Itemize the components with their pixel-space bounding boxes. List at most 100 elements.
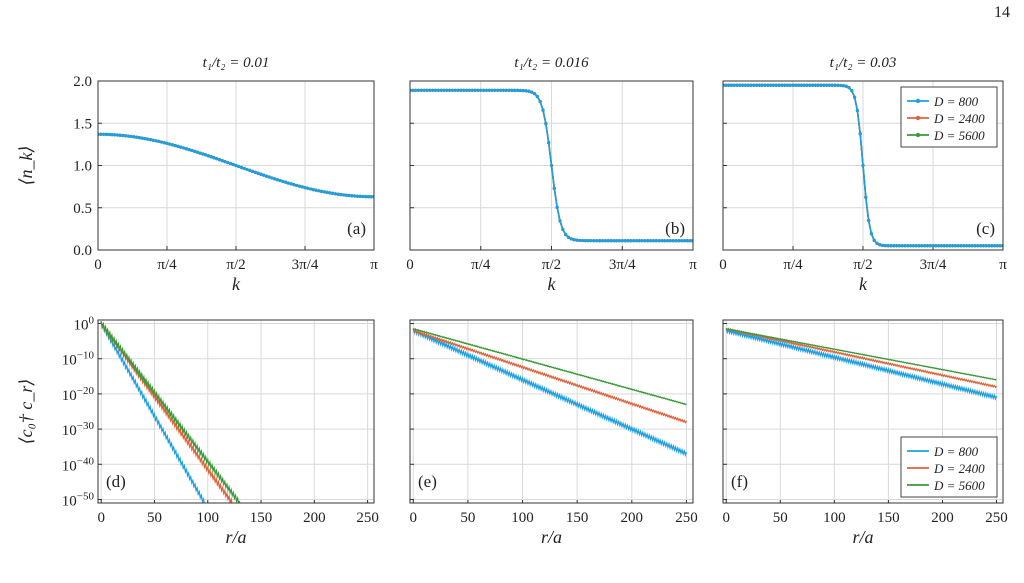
data-point (231, 162, 235, 167)
data-point (881, 243, 885, 247)
data-point (674, 239, 678, 243)
data-point (303, 186, 307, 190)
series-markers-1 (98, 132, 374, 199)
data-point (162, 141, 166, 145)
data-point (115, 133, 119, 137)
data-point (510, 88, 514, 92)
x-tick-label: 0 (406, 257, 414, 273)
data-point (677, 239, 681, 243)
data-point (671, 239, 675, 243)
data-point (928, 244, 932, 248)
data-point (99, 132, 103, 136)
data-point (308, 187, 313, 191)
data-point (322, 190, 326, 194)
data-point (206, 154, 211, 158)
x-axis-label: r/a (852, 527, 873, 547)
data-point (541, 108, 545, 112)
data-point (253, 170, 257, 174)
data-point (640, 239, 644, 243)
x-tick-label: 50 (147, 510, 162, 526)
panel-label: (e) (418, 472, 437, 491)
x-tick-label: 100 (511, 510, 534, 526)
data-point (411, 88, 415, 92)
panel-c: 0 π/4 π/2 3π/4 π t₁/t₂ = 0.03 (c) k D = 800 D = 2… (719, 55, 1007, 294)
data-point (110, 133, 114, 137)
data-point (777, 83, 781, 87)
plot-area (100, 321, 241, 503)
data-point (785, 83, 790, 87)
data-point (530, 90, 534, 94)
data-point (544, 122, 548, 126)
data-point (903, 244, 907, 248)
data-point (783, 83, 787, 87)
data-point (646, 239, 650, 243)
data-point (481, 88, 486, 92)
x-tick-label: 200 (303, 510, 326, 526)
data-point (872, 238, 876, 242)
data-point (140, 136, 144, 140)
data-point (976, 244, 980, 248)
data-point (524, 89, 528, 93)
data-point (129, 134, 133, 139)
data-point (184, 147, 188, 151)
data-point (498, 88, 503, 92)
data-point (993, 244, 997, 248)
data-point (195, 150, 199, 154)
x-tick-label: π (689, 257, 697, 273)
x-tick-label: 0 (410, 510, 418, 526)
data-point (665, 239, 670, 243)
data-point (364, 195, 368, 199)
data-point (436, 88, 440, 92)
data-point (581, 238, 585, 243)
data-point (909, 244, 913, 248)
data-point (850, 89, 854, 93)
data-point (617, 239, 622, 243)
y-tick-label: 1.0 (73, 159, 92, 175)
legend-label-3: D = 5600 (933, 128, 985, 143)
data-point (663, 239, 667, 243)
data-point (743, 83, 748, 87)
x-tick-label: 0 (719, 257, 727, 273)
data-point (151, 138, 155, 142)
data-point (612, 239, 616, 243)
data-point (755, 83, 759, 87)
data-point (965, 244, 969, 248)
data-point (651, 239, 655, 243)
page-number: 14 (994, 4, 1010, 21)
x-tick-label: π/2 (226, 257, 245, 273)
data-point (154, 139, 158, 143)
x-tick-label: 3π/4 (609, 257, 636, 273)
data-point (923, 244, 927, 248)
data-point (126, 134, 130, 138)
panel-label: (c) (976, 219, 995, 238)
data-point (504, 88, 508, 92)
data-point (973, 244, 977, 248)
y-tick-label: 10−30 (62, 420, 95, 439)
data-point (981, 244, 986, 248)
panel-label: (a) (347, 219, 366, 238)
data-point (869, 232, 874, 236)
x-tick-label: π (999, 257, 1007, 273)
data-point (962, 244, 966, 248)
data-point (204, 153, 208, 157)
data-point (445, 88, 449, 92)
x-tick-label: 50 (460, 510, 475, 526)
data-point (631, 239, 636, 243)
data-point (749, 83, 753, 87)
data-point (855, 108, 860, 113)
data-point (780, 83, 784, 87)
data-point (819, 83, 823, 87)
data-point (292, 183, 296, 187)
data-point (201, 152, 205, 156)
x-tick-label: 200 (931, 510, 954, 526)
data-point (459, 88, 463, 92)
data-point (931, 244, 935, 248)
data-point (355, 194, 360, 198)
x-tick-label: 250 (985, 510, 1008, 526)
data-point (990, 244, 994, 248)
data-point (267, 175, 271, 179)
data-point (917, 244, 921, 248)
data-point (419, 88, 423, 92)
panel-label: (d) (106, 472, 126, 491)
data-point (173, 143, 177, 148)
